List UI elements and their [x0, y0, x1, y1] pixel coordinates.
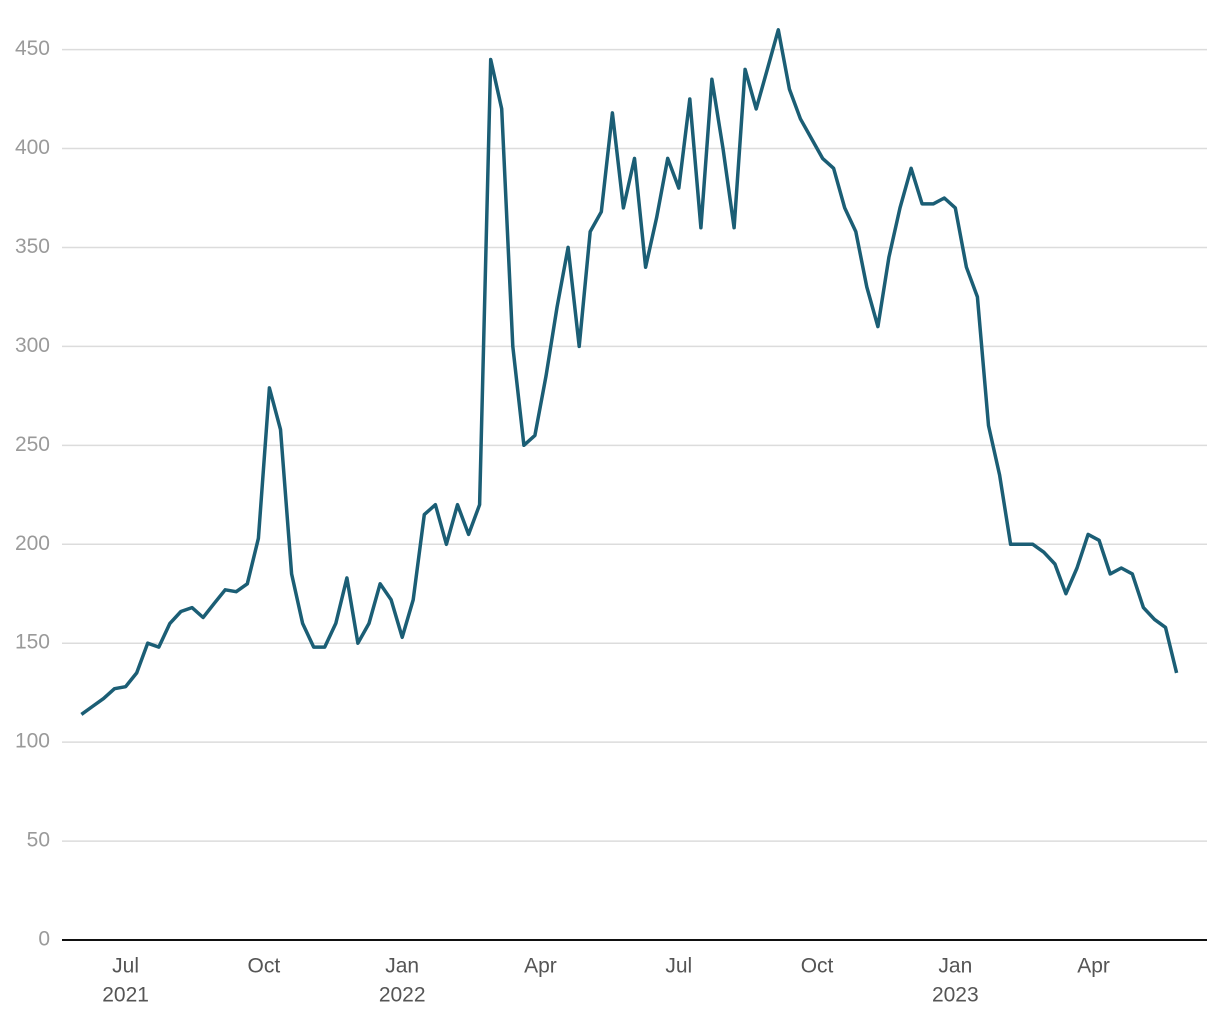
y-tick-label: 150 — [15, 631, 50, 654]
line-series — [80, 28, 1179, 716]
x-tick-year: 2023 — [932, 984, 979, 1007]
x-tick-label: Oct — [801, 955, 834, 978]
x-tick-year: 2021 — [102, 984, 149, 1007]
x-tick-label: Apr — [524, 955, 557, 978]
y-tick-label: 100 — [15, 730, 50, 753]
x-tick-label: Apr — [1077, 955, 1110, 978]
y-tick-label: 250 — [15, 433, 50, 456]
y-tick-label: 450 — [15, 37, 50, 60]
y-tick-label: 0 — [38, 928, 50, 951]
x-tick-year: 2022 — [379, 984, 426, 1007]
x-tick-label: Jul — [112, 955, 139, 978]
x-tick-label: Jul — [665, 955, 692, 978]
y-tick-label: 400 — [15, 136, 50, 159]
x-tick-label: Jan — [938, 955, 972, 978]
y-tick-label: 350 — [15, 235, 50, 258]
y-tick-label: 300 — [15, 334, 50, 357]
y-tick-label: 200 — [15, 532, 50, 555]
x-tick-label: Jan — [385, 955, 419, 978]
y-tick-label: 50 — [27, 829, 50, 852]
x-tick-label: Oct — [248, 955, 281, 978]
